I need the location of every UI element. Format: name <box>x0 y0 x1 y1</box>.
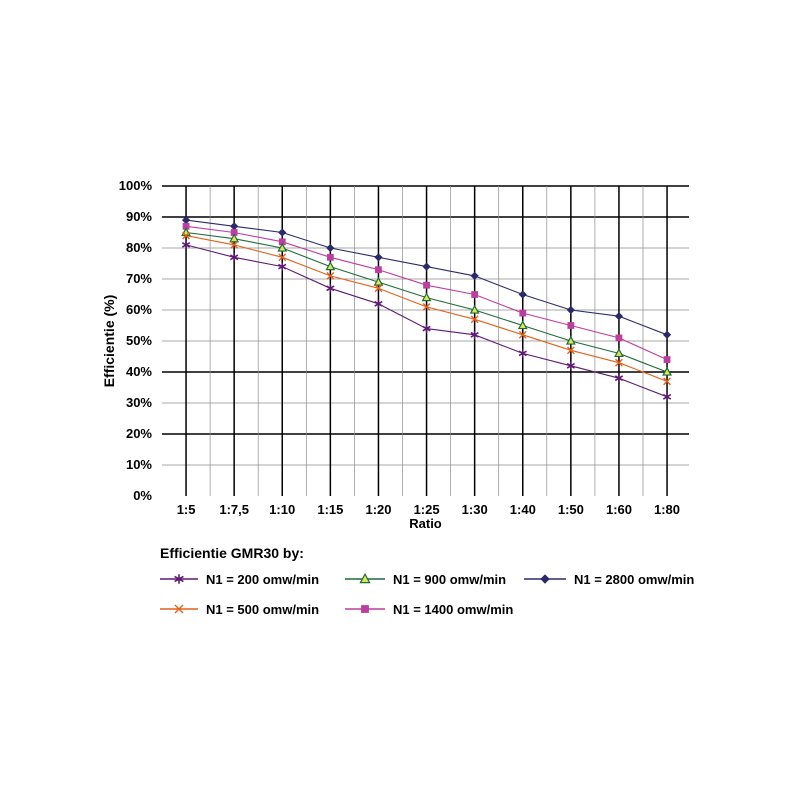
svg-text:1:15: 1:15 <box>317 502 343 517</box>
svg-text:1:40: 1:40 <box>510 502 536 517</box>
svg-text:50%: 50% <box>126 333 152 348</box>
svg-text:1:7,5: 1:7,5 <box>219 502 249 517</box>
svg-text:Ratio: Ratio <box>409 516 442 531</box>
svg-text:1:80: 1:80 <box>654 502 680 517</box>
svg-text:1:50: 1:50 <box>558 502 584 517</box>
svg-text:10%: 10% <box>126 457 152 472</box>
svg-text:90%: 90% <box>126 209 152 224</box>
svg-text:80%: 80% <box>126 240 152 255</box>
svg-text:1:25: 1:25 <box>414 502 440 517</box>
svg-text:N1 = 900 omw/min: N1 = 900 omw/min <box>393 572 506 587</box>
svg-text:Efficientie GMR30 by:: Efficientie GMR30 by: <box>160 545 304 561</box>
svg-text:30%: 30% <box>126 395 152 410</box>
svg-text:Efficientie (%): Efficientie (%) <box>101 295 117 388</box>
svg-text:20%: 20% <box>126 426 152 441</box>
svg-text:0%: 0% <box>133 488 152 503</box>
svg-text:70%: 70% <box>126 271 152 286</box>
svg-text:N1 = 200 omw/min: N1 = 200 omw/min <box>206 572 319 587</box>
svg-text:40%: 40% <box>126 364 152 379</box>
svg-text:1:60: 1:60 <box>606 502 632 517</box>
svg-text:N1 = 500 omw/min: N1 = 500 omw/min <box>206 602 319 617</box>
svg-text:1:30: 1:30 <box>462 502 488 517</box>
svg-text:1:10: 1:10 <box>269 502 295 517</box>
svg-text:60%: 60% <box>126 302 152 317</box>
svg-text:1:5: 1:5 <box>177 502 196 517</box>
svg-text:100%: 100% <box>119 178 153 193</box>
svg-text:N1 = 2800 omw/min: N1 = 2800 omw/min <box>574 572 694 587</box>
svg-text:N1 = 1400 omw/min: N1 = 1400 omw/min <box>393 602 513 617</box>
svg-text:1:20: 1:20 <box>365 502 391 517</box>
